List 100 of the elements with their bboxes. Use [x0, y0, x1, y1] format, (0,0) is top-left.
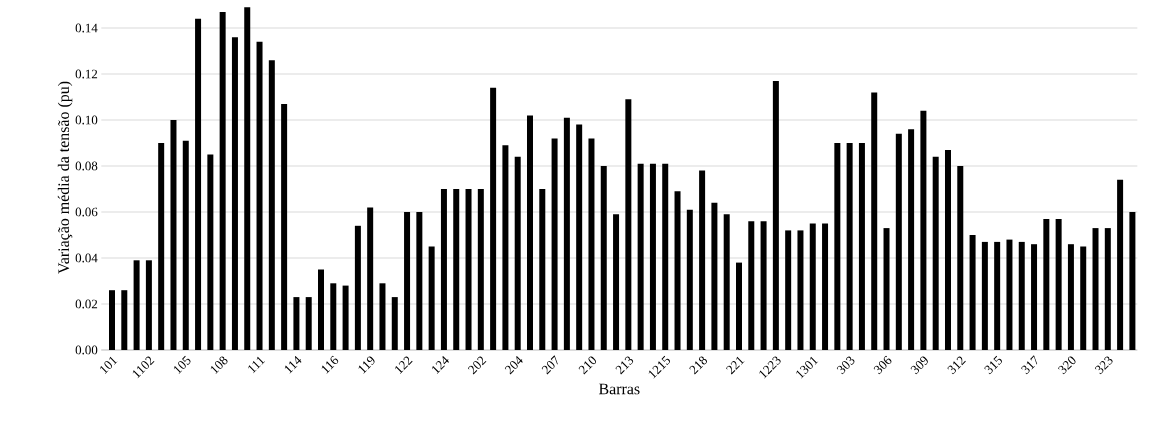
x-tick-label: 303: [836, 356, 855, 375]
bar: [244, 7, 251, 350]
bar: [1031, 244, 1038, 350]
bar: [268, 60, 275, 350]
bar: [686, 209, 693, 350]
x-tick-label: 315: [984, 355, 1002, 375]
x-tick-label: 309: [910, 356, 928, 375]
bar: [600, 166, 607, 350]
bar: [1129, 212, 1136, 350]
bar: [1080, 246, 1087, 350]
bar: [871, 92, 878, 350]
bar: [305, 297, 312, 350]
y-tick-label: 0.00: [75, 345, 98, 355]
y-tick-label: 0.08: [75, 161, 98, 171]
bar: [404, 212, 411, 350]
x-tick-label: 323: [1094, 356, 1113, 375]
bar: [563, 117, 570, 350]
bar: [711, 202, 718, 350]
y-tick-label: 0.12: [75, 69, 98, 79]
bar: [133, 260, 140, 350]
bar: [760, 221, 767, 350]
bar: [330, 283, 337, 350]
bar: [207, 154, 214, 350]
x-tick-label: 116: [321, 355, 339, 374]
y-tick-label: 0.10: [75, 115, 98, 125]
bar: [797, 230, 804, 350]
x-tick-label: 306: [873, 355, 892, 375]
bar: [625, 99, 632, 350]
bar: [354, 225, 361, 350]
bar: [182, 140, 189, 350]
x-tick-label: 1102: [132, 356, 155, 379]
bar: [649, 163, 656, 350]
x-tick-label: 213: [615, 356, 634, 375]
bar: [699, 170, 706, 350]
x-tick-label: 317: [1021, 355, 1038, 375]
x-tick-label: 218: [689, 356, 708, 375]
y-axis-title: Variação média da tensão (pu): [57, 81, 73, 274]
bar: [145, 260, 152, 350]
x-tick-label: 119: [358, 356, 375, 374]
bar: [883, 228, 890, 350]
bar: [674, 191, 681, 350]
bar: [576, 124, 583, 350]
bar: [1067, 244, 1074, 350]
x-tick-label: 207: [541, 355, 558, 375]
bar: [1006, 239, 1013, 350]
bar: [367, 207, 374, 350]
bar: [465, 189, 472, 350]
bar: [121, 290, 128, 350]
bar: [735, 262, 742, 350]
bar: [1055, 218, 1062, 350]
bar: [846, 143, 853, 350]
bar: [219, 11, 226, 350]
bar: [895, 133, 902, 350]
x-axis-title: Barras: [598, 383, 640, 395]
bar: [957, 166, 964, 350]
bar: [588, 138, 595, 350]
bar: [613, 214, 620, 350]
x-tick-label: 1301: [796, 356, 819, 379]
bar: [944, 149, 951, 350]
bar: [809, 223, 816, 350]
y-tick-label: 0.04: [75, 253, 98, 263]
bar: [1117, 179, 1124, 350]
x-tick-label: 101: [100, 356, 118, 374]
x-tick-label: 122: [395, 356, 413, 374]
bar: [539, 189, 546, 350]
bar: [391, 297, 398, 350]
x-tick-label: 312: [947, 356, 966, 375]
bar: [440, 189, 447, 350]
bar: [231, 37, 238, 350]
bar: [981, 241, 988, 350]
bar: [908, 129, 915, 350]
bar: [502, 145, 509, 350]
bar: [477, 189, 484, 350]
x-tick-label: 108: [210, 356, 228, 374]
x-tick-label: 111: [248, 356, 266, 374]
bar: [858, 143, 865, 350]
bar: [785, 230, 792, 350]
bar: [256, 41, 263, 350]
x-tick-label: 210: [578, 356, 597, 375]
bar: [662, 163, 669, 350]
bar: [281, 103, 288, 350]
y-tick-label: 0.02: [75, 299, 98, 309]
bar: [1018, 241, 1025, 350]
x-tick-label: 1215: [648, 355, 670, 379]
x-tick-label: 202: [467, 356, 487, 375]
bar: [969, 235, 976, 350]
bar: [109, 290, 116, 350]
x-tick-label: 124: [432, 355, 450, 374]
bar: [748, 221, 755, 350]
bar: [453, 189, 460, 350]
bar: [551, 138, 558, 350]
bar: [170, 120, 177, 350]
bar: [1092, 228, 1099, 350]
bar: [527, 115, 533, 350]
x-tick-label: 204: [504, 355, 523, 375]
bar: [822, 223, 829, 350]
bar: [834, 143, 841, 350]
bar: [994, 241, 1001, 350]
bar: [195, 18, 202, 350]
bar: [1043, 218, 1050, 350]
